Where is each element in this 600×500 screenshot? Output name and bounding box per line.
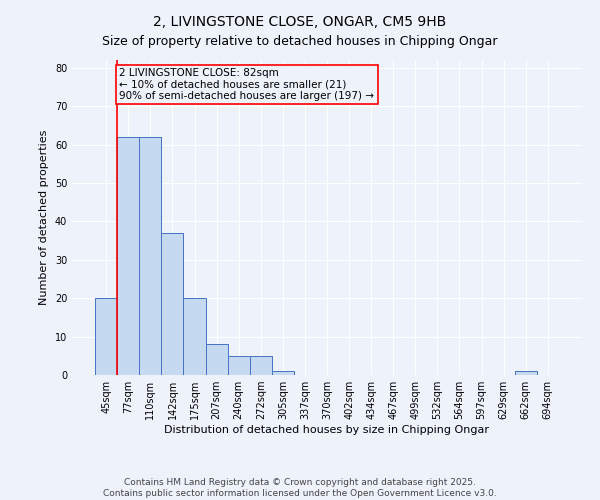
Text: 2, LIVINGSTONE CLOSE, ONGAR, CM5 9HB: 2, LIVINGSTONE CLOSE, ONGAR, CM5 9HB: [154, 15, 446, 29]
Text: Contains HM Land Registry data © Crown copyright and database right 2025.
Contai: Contains HM Land Registry data © Crown c…: [103, 478, 497, 498]
Text: Size of property relative to detached houses in Chipping Ongar: Size of property relative to detached ho…: [102, 35, 498, 48]
Text: 2 LIVINGSTONE CLOSE: 82sqm
← 10% of detached houses are smaller (21)
90% of semi: 2 LIVINGSTONE CLOSE: 82sqm ← 10% of deta…: [119, 68, 374, 101]
Bar: [139, 137, 161, 375]
Bar: [117, 137, 139, 375]
X-axis label: Distribution of detached houses by size in Chipping Ongar: Distribution of detached houses by size …: [164, 425, 490, 435]
Bar: [250, 356, 272, 375]
Bar: [206, 344, 227, 375]
Bar: [227, 356, 250, 375]
Bar: [272, 371, 294, 375]
Bar: [161, 233, 184, 375]
Bar: [184, 298, 206, 375]
Y-axis label: Number of detached properties: Number of detached properties: [39, 130, 49, 305]
Bar: [515, 371, 537, 375]
Bar: [95, 298, 117, 375]
